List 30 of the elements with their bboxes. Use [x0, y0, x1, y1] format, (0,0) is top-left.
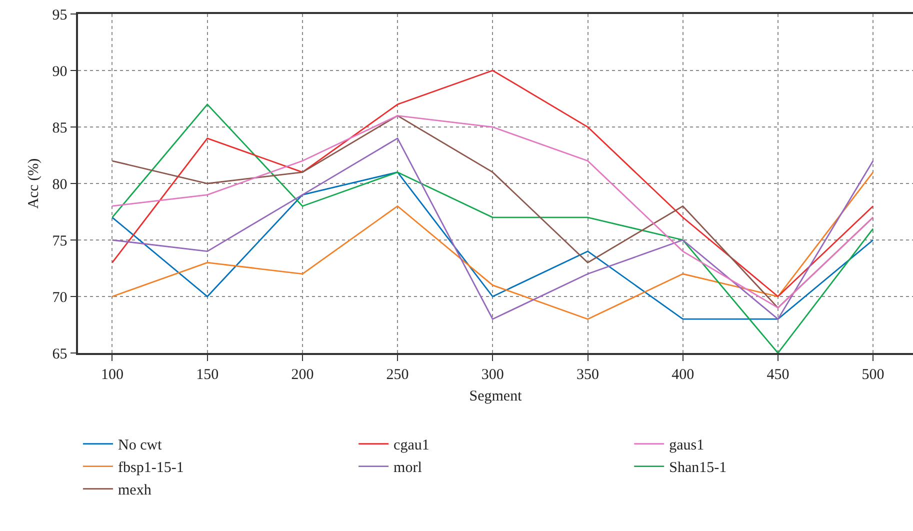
- x-tick-label: 450: [766, 366, 790, 383]
- x-axis-title: Segment: [469, 388, 523, 404]
- y-tick-label: 85: [52, 120, 68, 136]
- x-tick-label: 400: [672, 366, 694, 383]
- y-tick-label: 90: [52, 64, 68, 80]
- legend-label: No cwt: [118, 438, 163, 454]
- line-series: [112, 115, 874, 308]
- legend-label: fbsp1-15-1: [118, 460, 184, 476]
- x-tick-label: 250: [386, 366, 409, 383]
- line-series: [112, 172, 874, 320]
- legend-label: cgau1: [394, 438, 430, 454]
- x-tick-label: 200: [291, 366, 314, 383]
- line-series: [112, 138, 874, 320]
- y-tick-label: 75: [52, 233, 68, 250]
- y-tick-label: 95: [52, 7, 68, 24]
- x-tick-label: 500: [862, 366, 884, 383]
- x-tick-label: 350: [576, 366, 599, 383]
- y-axis-title: Acc (%): [26, 158, 42, 209]
- x-tick-label: 100: [100, 366, 124, 383]
- x-tick-label: 300: [481, 366, 504, 383]
- legend-label: morl: [394, 460, 422, 476]
- y-tick-label: 65: [52, 346, 68, 362]
- line-series: [112, 70, 874, 298]
- legend-label: gaus1: [669, 438, 704, 454]
- legend-label: mexh: [118, 482, 152, 499]
- y-tick-label: 70: [52, 290, 68, 306]
- x-tick-label: 150: [196, 366, 219, 383]
- y-tick-label: 80: [52, 176, 68, 193]
- legend-label: Shan15-1: [669, 460, 727, 476]
- line-series: [112, 104, 874, 353]
